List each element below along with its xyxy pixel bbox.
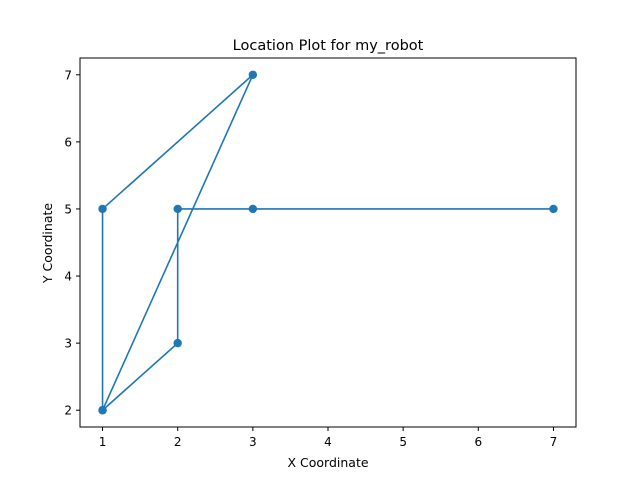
plot-area: 1 2 3 4 5 6 7 2 3 4 5 6 7: [64, 57, 577, 449]
chart-title: Location Plot for my_robot: [233, 38, 424, 54]
y-tick-label: 2: [64, 404, 72, 418]
data-point: [98, 204, 107, 214]
x-tick-label: 5: [399, 435, 407, 449]
x-tick-label: 1: [99, 435, 107, 449]
x-tick-label: 3: [249, 435, 257, 449]
data-point: [98, 406, 107, 415]
x-tick-label: 2: [174, 435, 182, 449]
data-point: [173, 204, 182, 214]
x-tick-label: 6: [474, 435, 482, 449]
x-tick-label: 7: [550, 435, 558, 449]
data-point: [248, 70, 258, 79]
y-tick-label: 3: [64, 337, 72, 351]
data-point: [549, 204, 558, 214]
y-axis-label: Y Coordinate: [40, 203, 55, 284]
x-axis-label: X Coordinate: [287, 455, 368, 470]
y-tick-label: 4: [64, 270, 72, 284]
data-point: [248, 204, 258, 214]
data-point: [173, 338, 182, 348]
series-line: [101, 73, 554, 412]
y-tick-label: 5: [64, 202, 72, 216]
y-tick-label: 7: [64, 68, 72, 82]
y-tick-label: 6: [64, 135, 72, 149]
x-tick-label: 4: [324, 435, 332, 449]
